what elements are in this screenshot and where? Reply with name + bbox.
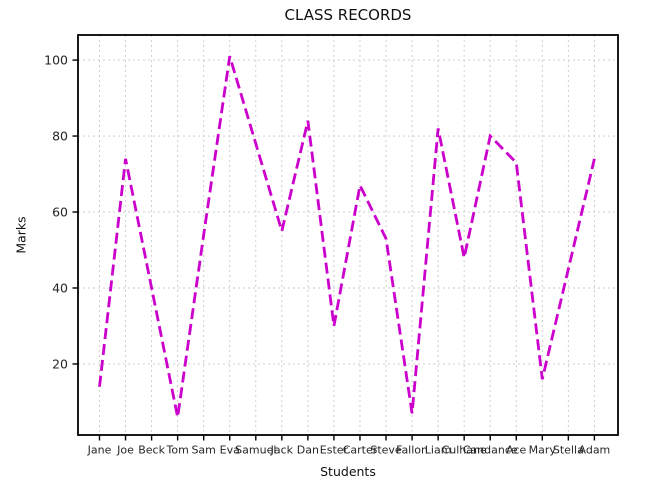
x-tick-label: Dan <box>297 444 319 457</box>
x-tick-label: Candance <box>463 444 518 457</box>
y-tick-label: 60 <box>52 205 68 220</box>
x-tick-label: Samuel <box>235 444 276 457</box>
x-tick-label: Mary <box>529 444 557 457</box>
x-tick-label: Beck <box>138 444 165 457</box>
x-tick-label: Jack <box>270 444 294 457</box>
y-tick-label: 80 <box>52 129 68 144</box>
x-tick-label: Carter <box>343 444 378 457</box>
x-tick-label: Steve <box>370 444 402 457</box>
plot-spines <box>77 34 619 436</box>
y-tick-label: 100 <box>44 53 68 68</box>
x-axis-label: Students <box>320 464 376 479</box>
x-tick-label: Ester <box>320 444 349 457</box>
x-tick-label: Jane <box>87 444 112 457</box>
x-tick-label: Ace <box>506 444 526 457</box>
x-tick-label: Sam <box>191 444 215 457</box>
chart-title: CLASS RECORDS <box>284 6 412 24</box>
x-tick-label: Fallon <box>396 444 428 457</box>
x-tick-label: Stella <box>553 444 584 457</box>
data-line-marks <box>98 55 596 418</box>
x-tick-label: Joe <box>116 444 134 457</box>
y-tick-label: 20 <box>52 356 68 371</box>
x-tick-label: Tom <box>165 444 188 457</box>
y-tick-label: 40 <box>52 280 68 295</box>
y-axis-label: Marks <box>13 216 29 254</box>
x-tick-label: Liam <box>425 444 452 457</box>
x-tick-label: Culhane <box>442 444 487 457</box>
x-tick-label: Adam <box>579 444 611 457</box>
x-tick-label: Eva <box>220 444 240 457</box>
